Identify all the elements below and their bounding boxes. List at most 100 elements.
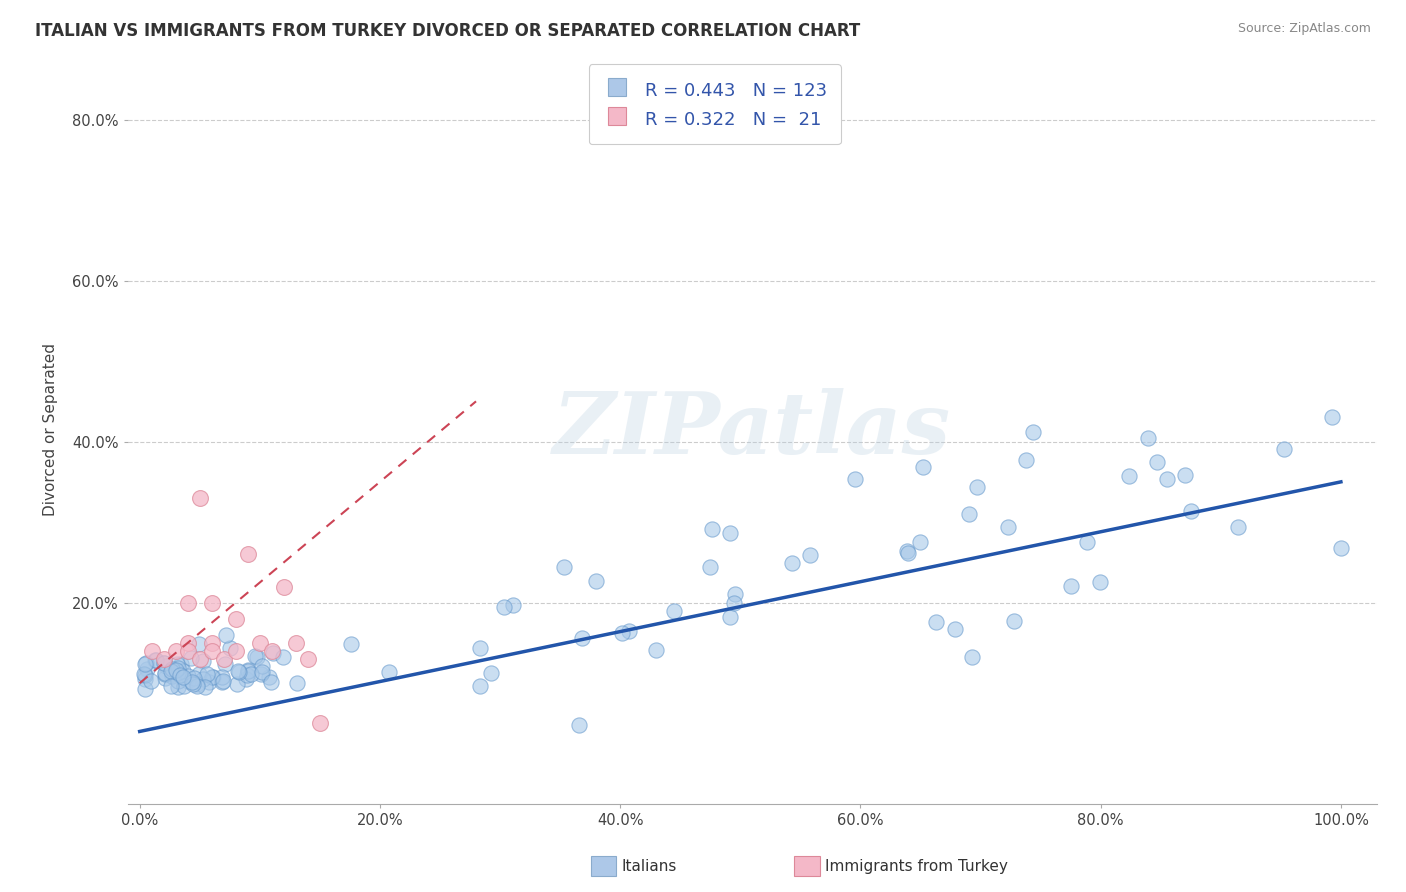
Text: Italians: Italians: [621, 859, 676, 873]
Point: [155, 671, 177, 685]
Point: [720, 525, 742, 540]
Y-axis label: Divorced or Separated: Divorced or Separated: [44, 343, 58, 516]
Point: [212, 673, 235, 688]
Point: [153, 666, 176, 681]
Point: [262, 646, 284, 660]
Point: [250, 665, 273, 679]
Point: [1174, 468, 1197, 483]
Point: [610, 626, 633, 640]
Point: [193, 672, 215, 686]
Legend: R = 0.443   N = 123, R = 0.322   N =  21: R = 0.443 N = 123, R = 0.322 N = 21: [589, 64, 841, 145]
Point: [136, 662, 159, 676]
Point: [177, 669, 200, 683]
Point: [897, 546, 920, 560]
Text: ZIPatlas: ZIPatlas: [553, 388, 952, 471]
Point: [226, 664, 249, 678]
Point: [1090, 574, 1112, 589]
Point: [1227, 520, 1250, 534]
Point: [134, 672, 156, 686]
Point: [166, 681, 188, 695]
Point: [1330, 541, 1353, 556]
Point: [1136, 431, 1159, 445]
Point: [700, 522, 723, 536]
Point: [201, 596, 224, 610]
Point: [1118, 469, 1140, 483]
Point: [844, 473, 866, 487]
Point: [201, 670, 224, 684]
Point: [160, 662, 183, 676]
Point: [571, 631, 593, 645]
Point: [502, 599, 524, 613]
Point: [723, 596, 745, 610]
Point: [492, 600, 515, 615]
Point: [187, 637, 209, 651]
Point: [177, 636, 200, 650]
Point: [165, 644, 187, 658]
Point: [245, 648, 267, 663]
Point: [960, 649, 983, 664]
Point: [218, 640, 240, 655]
Point: [160, 669, 183, 683]
Point: [225, 644, 247, 658]
Point: [236, 547, 259, 561]
Point: [160, 679, 183, 693]
Point: [195, 666, 218, 681]
Point: [896, 543, 918, 558]
Point: [186, 677, 208, 691]
Point: [997, 520, 1019, 534]
Point: [662, 604, 685, 618]
Point: [153, 657, 176, 671]
Point: [259, 670, 281, 684]
Point: [155, 658, 177, 673]
Point: [135, 656, 157, 670]
Point: [966, 480, 988, 494]
Point: [240, 667, 263, 681]
Point: [194, 680, 217, 694]
Point: [145, 653, 167, 667]
Point: [134, 657, 156, 671]
Point: [202, 670, 225, 684]
Point: [1076, 535, 1098, 549]
Point: [284, 636, 307, 650]
Point: [172, 665, 194, 679]
Point: [214, 657, 236, 671]
Point: [782, 556, 804, 570]
Point: [245, 649, 267, 664]
Point: [468, 679, 491, 693]
Text: Immigrants from Turkey: Immigrants from Turkey: [825, 859, 1008, 873]
Text: Source: ZipAtlas.com: Source: ZipAtlas.com: [1237, 22, 1371, 36]
Point: [943, 622, 966, 636]
Point: [308, 716, 330, 731]
Point: [1002, 615, 1025, 629]
Point: [1015, 453, 1038, 467]
Point: [340, 637, 363, 651]
Point: [141, 644, 163, 658]
Point: [176, 674, 198, 689]
Point: [718, 610, 741, 624]
Point: [1146, 455, 1168, 469]
Point: [1320, 410, 1343, 425]
Point: [132, 667, 155, 681]
Point: [271, 650, 294, 665]
Point: [297, 652, 319, 666]
Point: [925, 615, 948, 629]
Point: [1022, 425, 1045, 440]
Point: [238, 663, 260, 677]
Point: [236, 665, 259, 679]
Point: [188, 491, 211, 505]
Point: [226, 677, 249, 691]
Point: [186, 679, 208, 693]
Point: [1272, 442, 1295, 457]
Point: [585, 574, 607, 588]
Point: [153, 657, 176, 671]
Point: [162, 666, 184, 681]
Point: [260, 644, 283, 658]
Point: [181, 676, 204, 690]
Point: [273, 580, 295, 594]
Point: [568, 718, 591, 732]
Point: [169, 657, 191, 671]
Point: [250, 659, 273, 673]
Point: [799, 549, 821, 563]
Point: [553, 559, 575, 574]
Point: [481, 665, 503, 680]
